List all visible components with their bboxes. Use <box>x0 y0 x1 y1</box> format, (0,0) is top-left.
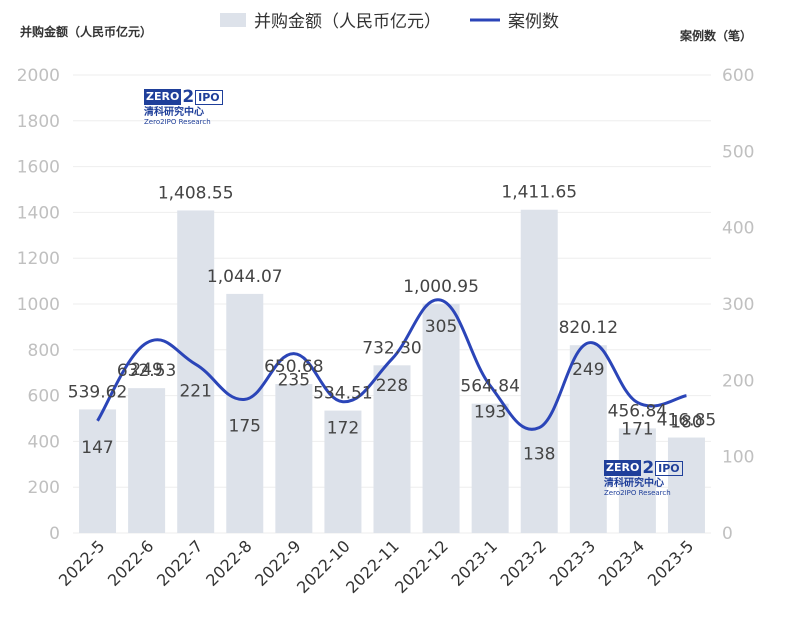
y-tick-left: 1200 <box>17 249 60 269</box>
bar <box>177 210 215 533</box>
bar-value-label: 564.84 <box>460 377 519 397</box>
y-tick-left: 2000 <box>17 66 60 86</box>
line-path <box>96 298 687 431</box>
y-tick-right: 0 <box>722 524 733 544</box>
bar-value-label: 456.84 <box>608 401 667 421</box>
bar-value-label: 1,408.55 <box>158 183 234 203</box>
bar-value-label: 1,000.95 <box>403 277 479 297</box>
bars <box>79 209 705 533</box>
line-value-label: 172 <box>327 419 359 439</box>
x-tick: 2023-3 <box>546 536 600 590</box>
bar-value-label: 1,411.65 <box>501 183 577 203</box>
bar <box>128 388 166 533</box>
y-axis-left-title: 并购金额（人民币亿元） <box>20 24 152 39</box>
bar <box>275 383 313 533</box>
bar <box>667 437 705 533</box>
legend-label-line: 案例数 <box>508 12 559 32</box>
y-tick-right: 200 <box>722 371 754 391</box>
bar <box>373 365 411 533</box>
bar-value-label: 416.85 <box>657 411 716 431</box>
x-tick: 2022-6 <box>104 536 158 590</box>
line-value-label: 305 <box>425 317 457 337</box>
y-tick-left: 1000 <box>17 295 60 315</box>
line-value-label: 235 <box>278 371 310 391</box>
bar <box>569 345 607 533</box>
y-tick-right: 400 <box>722 219 754 239</box>
line-value-label: 138 <box>523 445 555 465</box>
y-tick-right: 100 <box>722 448 754 468</box>
bar <box>471 403 509 533</box>
y-tick-left: 200 <box>28 478 60 498</box>
y-tick-left: 1400 <box>17 203 60 223</box>
line-value-label: 147 <box>81 438 113 458</box>
bar <box>618 428 656 533</box>
y-tick-left: 0 <box>49 524 60 544</box>
bar-value-label: 632.53 <box>117 361 176 381</box>
x-tick: 2023-4 <box>595 536 649 590</box>
legend-swatch-bar <box>220 13 246 27</box>
y-axis-left: 0 200 400 600 800 1000 1200 1400 1600 1800 2000 <box>17 66 60 544</box>
zero2ipo-logo: ZERO 2 IPO 清科研究中心 Zero2IPO Research <box>144 88 224 126</box>
x-tick: 2022-5 <box>55 536 109 590</box>
line-value-label: 249 <box>130 360 162 380</box>
line-value-label: 171 <box>621 419 653 439</box>
y-tick-left: 1800 <box>17 112 60 132</box>
line-value-label: 180 <box>670 413 702 433</box>
y-tick-right: 600 <box>722 66 754 86</box>
x-tick: 2022-7 <box>153 536 207 590</box>
y-axis-right-title: 案例数（笔） <box>679 28 752 43</box>
y-tick-left: 400 <box>28 432 60 452</box>
y-tick-right: 300 <box>722 295 754 315</box>
line-value-label: 228 <box>376 376 408 396</box>
y-axis-right: 0 100 200 300 400 500 600 <box>722 66 754 544</box>
bar-value-label: 539.62 <box>68 382 127 402</box>
y-tick-right: 500 <box>722 142 754 162</box>
bar <box>422 303 460 533</box>
line-value-label: 221 <box>179 381 211 401</box>
line-series <box>96 298 687 431</box>
bar <box>324 410 362 533</box>
bar <box>226 293 264 533</box>
bar-value-label: 820.12 <box>559 318 618 338</box>
bar-value-label: 732.30 <box>362 338 421 358</box>
bar <box>520 209 558 533</box>
y-tick-left: 600 <box>28 387 60 407</box>
bar-value-label: 650.68 <box>264 357 323 377</box>
x-tick: 2022-8 <box>202 536 256 590</box>
y-tick-left: 1600 <box>17 158 60 178</box>
x-tick: 2023-2 <box>497 536 551 590</box>
x-tick: 2022-11 <box>342 536 403 597</box>
bar-value-label: 1,044.07 <box>207 267 283 287</box>
x-tick: 2022-10 <box>293 536 354 597</box>
bar-value-label: 534.51 <box>313 384 372 404</box>
legend-label-bar: 并购金额（人民币亿元） <box>254 12 441 32</box>
y-tick-left: 800 <box>28 341 60 361</box>
line-value-label: 193 <box>474 403 506 423</box>
legend: 并购金额（人民币亿元） 案例数 <box>220 12 559 32</box>
x-axis: 2022-52022-62022-72022-82022-92022-10202… <box>55 536 697 597</box>
line-value-label: 249 <box>572 360 604 380</box>
x-tick: 2023-5 <box>644 536 698 590</box>
zero2ipo-logo-watermark: ZERO 2 IPO 清科研究中心 Zero2IPO Research <box>604 459 684 497</box>
x-tick: 2023-1 <box>447 536 501 590</box>
x-tick: 2022-12 <box>391 536 452 597</box>
bar <box>79 409 117 533</box>
line-value-label: 175 <box>229 416 261 436</box>
